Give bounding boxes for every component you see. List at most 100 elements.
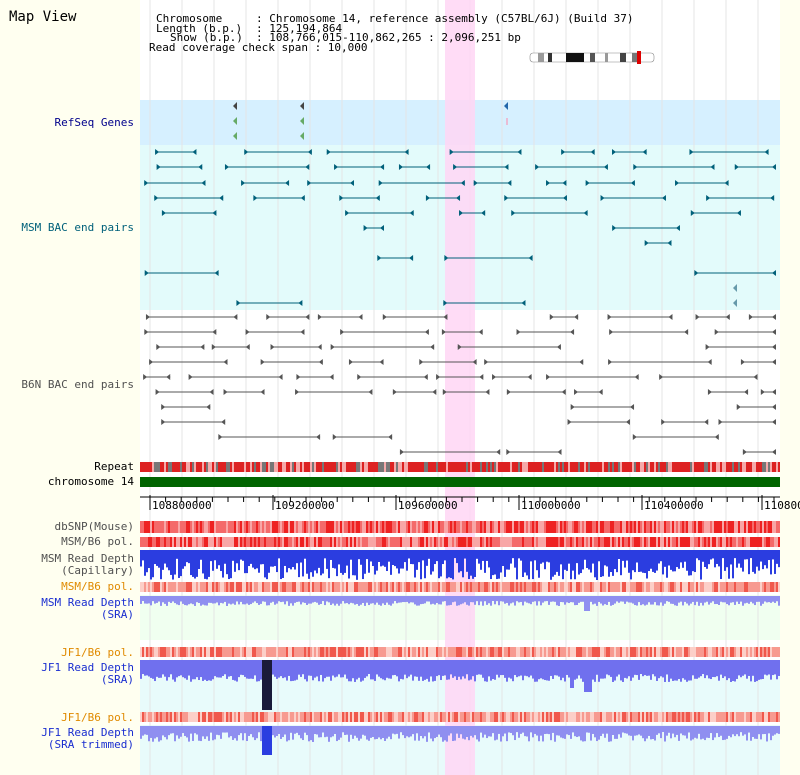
jf1-trimmed-depth-bar — [694, 726, 696, 738]
msm-sra-depth-bar — [642, 596, 644, 605]
repeat-segment — [534, 462, 536, 472]
dbsnp-strip — [528, 521, 530, 533]
track-label-msm-b6-pol-2[interactable]: MSM/B6 pol. — [61, 580, 134, 593]
msm-b6-pol-strip — [522, 582, 524, 592]
jf1-b6-pol-strip — [614, 647, 616, 657]
jf1-b6-pol-strip — [498, 712, 500, 722]
jf1-b6-pol-strip — [524, 712, 526, 722]
msm-b6-pol-strip — [518, 537, 520, 547]
msm-bac-pair — [562, 195, 567, 201]
repeat-segment — [592, 462, 594, 472]
jf1-trimmed-depth-bar — [586, 726, 588, 733]
track-label-msm-b6-pol-1[interactable]: MSM/B6 pol. — [61, 535, 134, 548]
jf1-sra-depth-bar — [578, 660, 580, 676]
msm-b6-pol-strip — [762, 537, 764, 547]
jf1-sra-depth-bar — [686, 660, 688, 682]
msm-b6-pol-strip — [178, 582, 180, 592]
msm-b6-pol-strip — [294, 582, 296, 592]
repeat-segment — [632, 462, 634, 472]
track-label-b6n-bac[interactable]: B6N BAC end pairs — [21, 378, 134, 391]
msm-sra-depth-bar — [220, 596, 222, 603]
msm-b6-pol-strip — [538, 582, 540, 592]
jf1-b6-pol-strip — [510, 647, 512, 657]
track-label-refseq[interactable]: RefSeq Genes — [54, 116, 134, 129]
jf1-b6-pol-strip — [676, 712, 678, 722]
msm-sra-depth-bar — [778, 596, 780, 606]
jf1-b6-pol-strip — [578, 647, 580, 657]
msm-capillary-depth-bar — [246, 550, 248, 574]
jf1-b6-pol-strip — [162, 647, 164, 657]
repeat-segment — [352, 462, 354, 472]
jf1-trimmed-depth-bar — [538, 726, 540, 742]
msm-b6-pol-strip — [588, 582, 590, 592]
msm-bac-pair — [449, 149, 454, 155]
jf1-b6-pol-strip — [528, 712, 530, 722]
jf1-trimmed-depth-bar — [188, 726, 190, 742]
jf1-b6-pol-strip — [446, 712, 448, 722]
dbsnp-strip — [160, 521, 162, 533]
track-label-jf1-depth-sra[interactable]: JF1 Read Depth (SRA) — [41, 661, 134, 686]
msm-sra-depth-bar — [466, 596, 468, 605]
jf1-trimmed-depth-bar — [298, 726, 300, 736]
msm-sra-depth-bar — [696, 596, 698, 602]
msm-b6-pol-strip — [412, 582, 414, 592]
track-label-jf1-b6-pol-1[interactable]: JF1/B6 pol. — [61, 646, 134, 659]
msm-sra-depth-bar — [432, 596, 434, 604]
msm-capillary-depth-bar — [214, 550, 216, 561]
jf1-b6-pol-strip — [376, 712, 378, 722]
msm-b6-pol-strip — [168, 582, 170, 592]
repeat-segment — [420, 462, 422, 472]
repeat-segment — [670, 462, 672, 472]
jf1-sra-depth-bar — [152, 660, 154, 679]
msm-capillary-depth-bar — [472, 550, 474, 579]
jf1-b6-pol-strip — [770, 712, 772, 722]
jf1-b6-pol-strip — [630, 647, 632, 657]
b6n-bac-pair — [295, 389, 300, 395]
track-label-msm-depth-sra[interactable]: MSM Read Depth (SRA) — [41, 596, 134, 621]
jf1-b6-pol-strip — [216, 647, 218, 657]
repeat-segment — [436, 462, 438, 472]
b6n-bac-pair — [484, 359, 489, 365]
jf1-b6-pol-strip — [328, 712, 330, 722]
msm-capillary-depth-bar — [474, 550, 476, 577]
msm-sra-depth-bar — [166, 596, 168, 606]
track-label-msm-bac[interactable]: MSM BAC end pairs — [21, 221, 134, 234]
msm-capillary-depth-bar — [166, 550, 168, 568]
jf1-sra-depth-bar — [142, 660, 144, 675]
msm-capillary-depth-bar — [208, 550, 210, 577]
msm-sra-depth-bar — [612, 596, 614, 605]
jf1-b6-pol-strip — [698, 712, 700, 722]
track-label-jf1-depth-trimmed[interactable]: JF1 Read Depth (SRA trimmed) — [41, 726, 134, 751]
jf1-sra-depth-bar — [300, 660, 302, 677]
b6n-bac-pair — [166, 374, 171, 380]
jf1-b6-pol-strip — [778, 712, 780, 722]
jf1-b6-pol-strip — [582, 712, 584, 722]
msm-capillary-depth-bar — [552, 550, 554, 577]
track-label-msm-depth-capillary[interactable]: MSM Read Depth (Capillary) — [41, 552, 134, 577]
jf1-b6-pol-strip — [428, 712, 430, 722]
track-label-dbsnp[interactable]: dbSNP(Mouse) — [54, 520, 134, 533]
jf1-b6-pol-strip — [188, 647, 190, 657]
repeat-segment — [154, 462, 156, 472]
msm-b6-pol-strip — [202, 582, 204, 592]
repeat-segment — [638, 462, 640, 472]
msm-sra-depth-bar — [194, 596, 196, 606]
track-label-jf1-b6-pol-2[interactable]: JF1/B6 pol. — [61, 711, 134, 724]
dbsnp-strip — [376, 521, 378, 533]
b6n-bac-pair — [206, 404, 211, 410]
jf1-b6-pol-strip — [758, 712, 760, 722]
jf1-b6-pol-strip — [638, 712, 640, 722]
jf1-trimmed-depth-bar — [254, 726, 256, 741]
repeat-segment — [358, 462, 360, 472]
jf1-trimmed-depth-bar — [744, 726, 746, 735]
msm-sra-depth-bar — [210, 596, 212, 603]
jf1-trimmed-depth-bar — [738, 726, 740, 737]
msm-capillary-depth-bar — [526, 550, 528, 576]
jf1-b6-pol-strip — [686, 647, 688, 657]
track-label-repeat[interactable]: Repeat — [94, 460, 134, 473]
jf1-b6-pol-strip — [256, 712, 258, 722]
jf1-b6-pol-strip — [564, 712, 566, 722]
repeat-segment — [194, 462, 196, 472]
msm-b6-pol-strip — [494, 537, 496, 547]
repeat-segment — [750, 462, 752, 472]
